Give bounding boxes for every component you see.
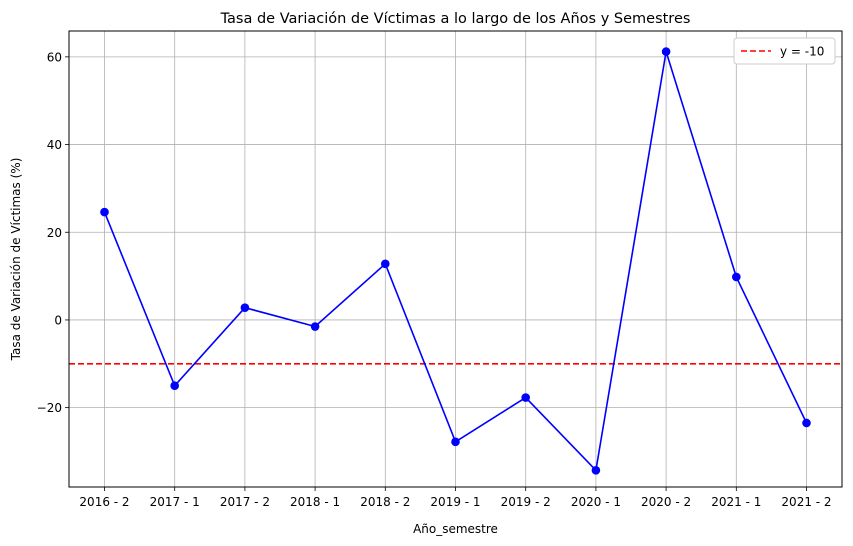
y-axis-label: Tasa de Variación de Víctimas (%) (9, 158, 23, 362)
data-point (170, 381, 179, 391)
x-tick-label: 2018 - 1 (290, 495, 340, 509)
x-tick-label: 2020 - 2 (641, 495, 691, 509)
x-axis-ticks: 2016 - 2 2017 - 1 2017 - 2 2018 - 1 2018 - 2… (79, 487, 832, 509)
y-axis-ticks: −20 0 20 40 60 (37, 50, 69, 415)
y-tick-label: 0 (54, 313, 62, 327)
x-tick-label: 2017 - 2 (220, 495, 270, 509)
data-point (732, 272, 741, 282)
data-point (802, 418, 811, 428)
data-point (100, 207, 109, 217)
data-point (240, 303, 250, 312)
x-tick-label: 2021 - 2 (781, 495, 831, 509)
legend-box (733, 37, 836, 65)
x-tick-label: 2019 - 2 (501, 495, 551, 509)
y-tick-label: 60 (47, 50, 62, 64)
data-point (661, 47, 671, 56)
y-tick-label: 40 (47, 138, 62, 152)
y-tick-label: −20 (37, 401, 62, 415)
x-tick-label: 2016 - 2 (79, 495, 129, 509)
x-tick-label: 2021 - 1 (711, 495, 761, 509)
y-tick-label: 20 (47, 226, 62, 240)
chart-title: Tasa de Variación de Víctimas a lo largo… (220, 11, 691, 27)
legend-entry: y = -10 (780, 45, 824, 59)
series-group (100, 47, 811, 475)
data-point (310, 322, 320, 331)
x-tick-label: 2020 - 1 (571, 495, 621, 509)
grid-lines (69, 31, 842, 487)
data-point (451, 437, 460, 447)
x-tick-label: 2017 - 1 (150, 495, 200, 509)
x-tick-label: 2018 - 2 (360, 495, 410, 509)
legend: y = -10 (733, 37, 836, 65)
data-point (521, 393, 530, 402)
data-point (591, 466, 601, 475)
data-point (381, 259, 390, 269)
x-axis-label: Año_semestre (413, 522, 498, 536)
x-tick-label: 2019 - 1 (430, 495, 480, 509)
